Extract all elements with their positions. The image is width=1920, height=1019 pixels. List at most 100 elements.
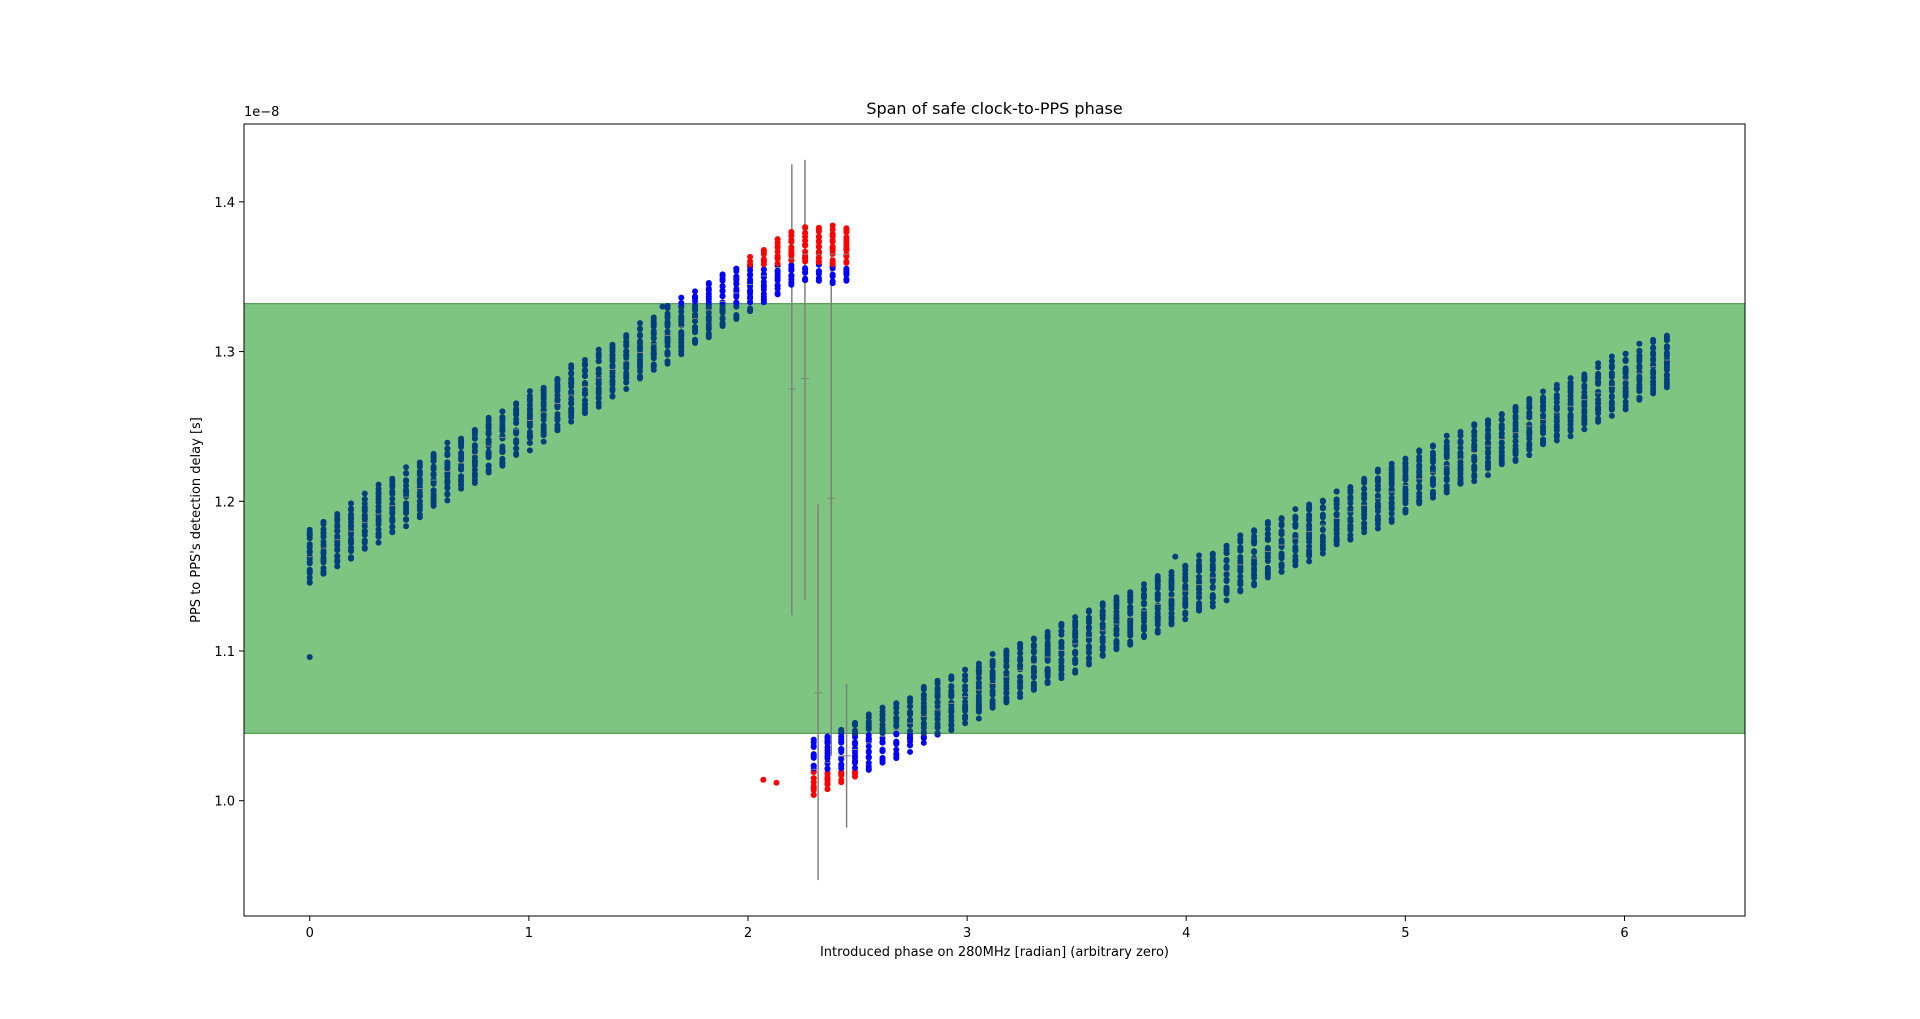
data-point	[1526, 411, 1533, 418]
data-point	[1196, 586, 1203, 593]
data-point	[1471, 453, 1478, 460]
data-point	[788, 262, 795, 269]
data-point	[1443, 452, 1450, 459]
data-point	[852, 727, 859, 734]
data-point	[1361, 520, 1368, 527]
data-point	[1540, 412, 1547, 419]
data-point	[375, 539, 382, 546]
data-points-layer	[306, 222, 1670, 798]
x-tick-label: 6	[1620, 926, 1628, 941]
data-point	[361, 537, 368, 544]
data-point	[1567, 412, 1574, 419]
data-point	[1471, 478, 1478, 485]
data-point	[1636, 340, 1643, 347]
data-point	[334, 522, 341, 529]
data-point	[623, 385, 630, 392]
data-point	[1636, 347, 1643, 354]
data-point	[907, 703, 914, 710]
data-point	[788, 237, 795, 244]
data-point	[1485, 454, 1492, 461]
data-point	[1443, 482, 1450, 489]
data-point	[1113, 594, 1120, 601]
data-point	[444, 459, 451, 466]
data-point	[1429, 464, 1436, 471]
data-point	[692, 302, 699, 309]
data-point	[430, 463, 437, 470]
data-point	[444, 452, 451, 459]
data-point	[458, 435, 465, 442]
data-point	[1319, 526, 1326, 533]
data-point	[760, 256, 767, 263]
data-point	[1498, 430, 1505, 437]
data-point	[1196, 578, 1203, 585]
data-point	[554, 376, 561, 383]
data-point	[1429, 442, 1436, 449]
data-point	[934, 715, 941, 722]
data-point	[513, 445, 520, 452]
data-point	[499, 443, 506, 450]
data-point	[774, 291, 781, 298]
data-point	[975, 680, 982, 687]
data-point	[843, 265, 850, 272]
data-point	[1044, 628, 1051, 635]
data-point	[513, 416, 520, 423]
data-point	[416, 503, 423, 510]
data-point	[760, 247, 767, 254]
data-point	[810, 791, 817, 798]
data-point	[948, 688, 955, 695]
data-point	[879, 755, 886, 762]
data-point	[1196, 600, 1203, 607]
data-point	[815, 268, 822, 275]
data-point	[1650, 349, 1657, 356]
data-point	[719, 293, 726, 300]
data-point	[1650, 361, 1657, 368]
data-point	[810, 736, 817, 743]
data-point	[815, 275, 822, 282]
data-point	[609, 341, 616, 348]
data-point	[1347, 494, 1354, 501]
data-point	[1099, 621, 1106, 628]
data-point	[1471, 473, 1478, 480]
data-point	[306, 541, 313, 548]
data-point	[650, 363, 657, 370]
data-point	[1540, 394, 1547, 401]
data-point	[852, 759, 859, 766]
data-point	[595, 400, 602, 407]
data-point	[1347, 522, 1354, 529]
data-point	[1058, 671, 1065, 678]
data-point	[760, 251, 767, 258]
data-point	[1595, 370, 1602, 377]
data-point	[554, 396, 561, 403]
data-point	[1292, 506, 1299, 513]
data-point	[879, 704, 886, 711]
data-point	[637, 338, 644, 345]
data-point	[692, 288, 699, 295]
data-point	[1003, 647, 1010, 654]
data-point	[733, 299, 740, 306]
data-point	[389, 475, 396, 482]
data-point	[838, 756, 845, 763]
data-point	[609, 393, 616, 400]
x-tick-label: 2	[744, 926, 752, 941]
data-point	[815, 244, 822, 251]
data-point	[1553, 431, 1560, 438]
data-point	[403, 464, 410, 471]
data-point	[554, 402, 561, 409]
data-point	[1140, 585, 1147, 592]
y-axis-label: PPS to PPS's detection delay [s]	[189, 417, 204, 623]
data-point	[1333, 511, 1340, 518]
data-point	[824, 755, 831, 762]
data-point	[664, 320, 671, 327]
data-point	[815, 254, 822, 261]
data-point	[526, 429, 533, 436]
data-point	[705, 315, 712, 322]
data-point	[1622, 357, 1629, 364]
data-point	[1072, 623, 1079, 630]
data-point	[1622, 398, 1629, 405]
data-point	[1017, 662, 1024, 669]
data-point	[1140, 599, 1147, 606]
data-point	[893, 746, 900, 753]
data-point	[568, 369, 575, 376]
data-point	[1608, 412, 1615, 419]
